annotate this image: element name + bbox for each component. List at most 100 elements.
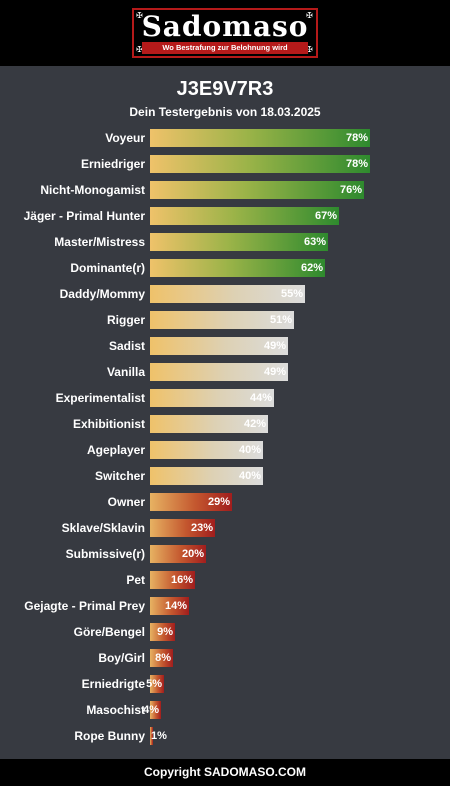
chart-row: Submissive(r) 20% (0, 545, 450, 563)
percent-label: 14% (164, 600, 187, 612)
category-label: Erniedrigte (81, 677, 145, 691)
category-label: Master/Mistress (54, 235, 145, 249)
category-label: Rope Bunny (74, 729, 145, 743)
percent-label: 4% (143, 704, 159, 716)
chart-row: Rope Bunny 1% (0, 727, 450, 745)
chart-row: Experimentalist 44% (0, 389, 450, 407)
chart-row: Gejagte - Primal Prey 14% (0, 597, 450, 615)
header-bar: ✠ ✠ ✠ ✠ Sadomaso Wo Bestrafung zur Beloh… (0, 0, 450, 66)
chart-row: Jäger - Primal Hunter 67% (0, 207, 450, 225)
chart-row: Nicht-Monogamist 76% (0, 181, 450, 199)
percent-label: 23% (190, 522, 213, 534)
chart-row: Voyeur 78% (0, 129, 450, 147)
logo-wordmark: Sadomaso (141, 10, 309, 43)
category-label: Boy/Girl (98, 651, 145, 665)
percent-label: 40% (238, 444, 261, 456)
percent-label: 29% (207, 496, 230, 508)
category-label: Pet (126, 573, 145, 587)
percent-label: 78% (345, 158, 368, 170)
result-bar: 49% (150, 363, 288, 381)
sadomaso-logo[interactable]: ✠ ✠ ✠ ✠ Sadomaso Wo Bestrafung zur Beloh… (132, 8, 318, 58)
result-bar: 44% (150, 389, 274, 407)
result-bar: 1% (150, 727, 167, 745)
chart-row: Sadist 49% (0, 337, 450, 355)
chart-row: Erniedriger 78% (0, 155, 450, 173)
chart-row: Switcher 40% (0, 467, 450, 485)
result-bar: 78% (150, 129, 370, 147)
percent-label: 67% (314, 210, 337, 222)
result-bar: 55% (150, 285, 305, 303)
category-label: Nicht-Monogamist (40, 183, 145, 197)
category-label: Daddy/Mommy (59, 287, 145, 301)
chart-row: Dominante(r) 62% (0, 259, 450, 277)
percent-label: 62% (300, 262, 323, 274)
result-bar: 49% (150, 337, 288, 355)
category-label: Owner (107, 495, 145, 509)
result-bar: 4% (143, 701, 161, 719)
percent-label: 51% (269, 314, 292, 326)
category-label: Exhibitionist (73, 417, 145, 431)
result-bar: 42% (150, 415, 268, 433)
chart-row: Ageplayer 40% (0, 441, 450, 459)
category-label: Switcher (94, 469, 145, 483)
result-bar: 78% (150, 155, 370, 173)
chart-row: Pet 16% (0, 571, 450, 589)
ornament-icon: ✠ (306, 45, 313, 54)
category-label: Dominante(r) (70, 261, 145, 275)
chart-row: Master/Mistress 63% (0, 233, 450, 251)
percent-label: 1% (151, 730, 167, 742)
chart-row: Erniedrigte 5% (0, 675, 450, 693)
category-label: Experimentalist (55, 391, 145, 405)
chart-row: Vanilla 49% (0, 363, 450, 381)
percent-label: 5% (146, 678, 162, 690)
copyright-footer: Copyright SADOMASO.COM (0, 759, 450, 786)
percent-label: 42% (243, 418, 266, 430)
category-label: Masochist (86, 703, 145, 717)
category-label: Voyeur (105, 131, 145, 145)
chart-row: Exhibitionist 42% (0, 415, 450, 433)
percent-label: 16% (170, 574, 193, 586)
percent-label: 49% (263, 340, 286, 352)
chart-row: Göre/Bengel 9% (0, 623, 450, 641)
result-bar: 16% (150, 571, 195, 589)
category-label: Vanilla (106, 365, 145, 379)
logo-tagline: Wo Bestrafung zur Belohnung wird (142, 42, 308, 54)
ornament-icon: ✠ (136, 11, 143, 20)
percent-label: 8% (155, 652, 171, 664)
result-date-subtitle: Dein Testergebnis von 18.03.2025 (129, 105, 321, 119)
result-bar: 51% (150, 311, 294, 329)
chart-row: Owner 29% (0, 493, 450, 511)
percent-label: 44% (249, 392, 272, 404)
chart-row: Daddy/Mommy 55% (0, 285, 450, 303)
category-label: Erniedriger (80, 157, 145, 171)
percent-label: 20% (181, 548, 204, 560)
percent-label: 49% (263, 366, 286, 378)
category-label: Rigger (106, 313, 145, 327)
percent-label: 9% (157, 626, 173, 638)
category-label: Sadist (108, 339, 145, 353)
result-bar: 14% (150, 597, 189, 615)
result-bar: 9% (150, 623, 175, 641)
chart-row: Masochist 4% (0, 701, 450, 719)
result-bar: 40% (150, 441, 263, 459)
result-bar: 29% (150, 493, 232, 511)
percent-label: 40% (238, 470, 261, 482)
ornament-icon: ✠ (306, 11, 313, 20)
ornament-icon: ✠ (136, 45, 143, 54)
category-label: Jäger - Primal Hunter (23, 209, 145, 223)
category-label: Sklave/Sklavin (61, 521, 145, 535)
result-bar: 5% (146, 675, 164, 693)
result-bar: 40% (150, 467, 263, 485)
percent-label: 55% (280, 288, 303, 300)
chart-row: Rigger 51% (0, 311, 450, 329)
result-bar: 8% (150, 649, 173, 667)
category-label: Submissive(r) (65, 547, 145, 561)
percent-label: 76% (339, 184, 362, 196)
category-label: Ageplayer (86, 443, 145, 457)
result-bar: 67% (150, 207, 339, 225)
chart-row: Boy/Girl 8% (0, 649, 450, 667)
result-bar: 76% (150, 181, 364, 199)
result-bar: 23% (150, 519, 215, 537)
percent-label: 63% (303, 236, 326, 248)
